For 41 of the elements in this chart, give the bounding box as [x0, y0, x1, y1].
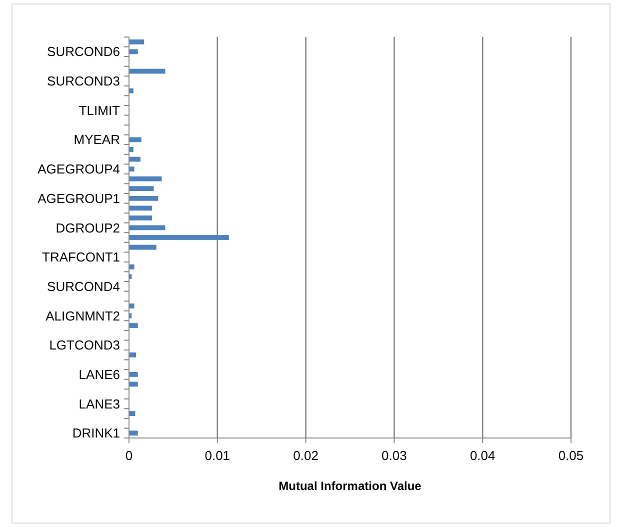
- bar: [129, 166, 134, 172]
- x-axis-title: Mutual Information Value: [278, 479, 422, 493]
- bar: [129, 206, 152, 211]
- y-tick-label: TRAFCONT1: [42, 250, 120, 265]
- bar: [129, 68, 166, 74]
- y-tick-label: SURCOND3: [47, 74, 120, 89]
- bar: [129, 411, 136, 416]
- bar: [129, 147, 134, 152]
- bar: [129, 244, 156, 250]
- bar: [129, 352, 136, 358]
- bar: [129, 430, 138, 436]
- y-tick-label: SURCOND4: [47, 278, 120, 294]
- y-tick-label: DRINK1: [72, 426, 120, 441]
- y-tick-label: LGTCOND3: [49, 338, 120, 353]
- x-tick-label: 0.03: [382, 448, 407, 463]
- x-tick-label: 0.04: [470, 448, 496, 463]
- y-tick-label: AGEGROUP1: [38, 190, 120, 206]
- x-tick-label: 0: [125, 448, 133, 463]
- x-tick-label: 0.02: [293, 448, 318, 463]
- bar: [129, 196, 158, 201]
- bar: [129, 264, 134, 270]
- y-tick-label: DGROUP2: [56, 220, 120, 236]
- x-tick-label: 0.05: [558, 448, 584, 463]
- bar: [129, 323, 138, 328]
- y-tick-label: AGEGROUP4: [38, 162, 120, 177]
- y-tick-label: TLIMIT: [78, 102, 120, 118]
- y-tick-label: ALIGNMNT2: [46, 308, 120, 324]
- bar: [129, 372, 138, 377]
- bar: [129, 235, 229, 240]
- bar: [129, 304, 134, 308]
- bar: [129, 49, 138, 54]
- y-tick-label: SURCOND6: [47, 44, 120, 60]
- y-tick-label: LANE6: [78, 366, 120, 382]
- bar: [129, 39, 144, 44]
- bar: [129, 215, 152, 220]
- bar: [129, 176, 162, 182]
- bar: [129, 186, 154, 192]
- x-tick-label: 0.01: [204, 448, 230, 463]
- bar: [129, 225, 166, 230]
- y-tick-label: LANE3: [78, 396, 120, 412]
- y-tick-label: MYEAR: [74, 132, 120, 148]
